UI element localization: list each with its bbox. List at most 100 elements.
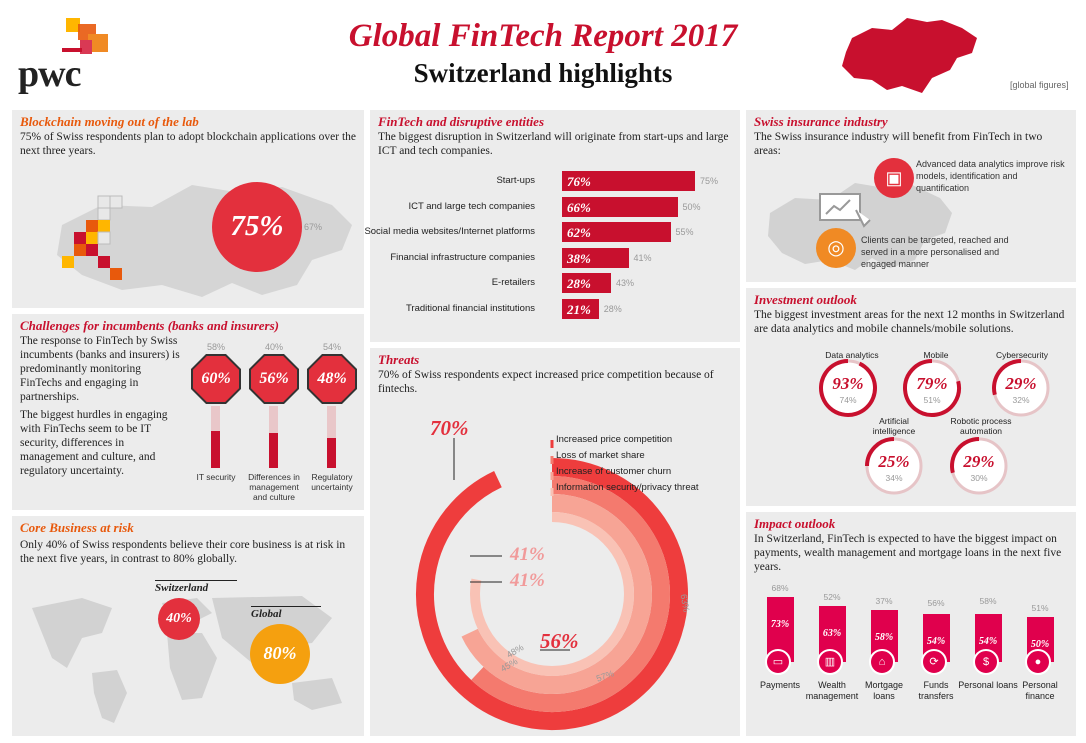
bar-value: 28% [567,276,591,291]
bar-row: Social media websites/Internet platforms… [364,222,730,242]
threats-value-1: 70% [430,416,469,440]
impact-text: In Switzerland, FinTech is expected to h… [754,533,1062,573]
impact-label: Payments [759,680,801,690]
impact-title: Impact outlook [754,516,836,531]
global-figures-note: [global figures] [1010,80,1069,90]
blockchain-global-value: 67% [304,222,323,232]
investment-title: Investment outlook [754,292,857,307]
threat-ring [461,494,652,694]
impact-global: 52% [823,591,841,602]
challenge-post-fill [211,430,220,468]
threat-ring [471,476,670,712]
stop-sign-icon: 60% [191,354,241,404]
bar-label: Financial infrastructure companies [390,251,535,263]
impact-value: 73% [770,619,790,630]
bar-global: 28% [603,303,622,314]
threats-legend-4: Information security/privacy threat [556,482,699,493]
insurance-point-2: Clients can be targeted, reached and ser… [861,235,1009,269]
investment-value: 79% [916,374,948,393]
disruptive-panel: FinTech and disruptive entities The bigg… [364,110,740,342]
challenge-value: 60% [193,356,239,402]
threats-legend-2: Loss of market share [556,450,645,461]
investment-global: 30% [970,473,988,483]
blockchain-panel: Blockchain moving out of the lab 75% of … [12,110,364,308]
core-swiss-value: 40% [166,611,192,626]
bar-global: 75% [700,176,719,186]
bar-fill [562,222,671,242]
bar-label: E-retailers [491,277,535,288]
disruptive-title: FinTech and disruptive entities [378,114,545,129]
blockchain-title: Blockchain moving out of the lab [20,114,199,129]
challenges-title: Challenges for incumbents (banks and ins… [20,318,279,333]
insurance-title: Swiss insurance industry [754,114,888,129]
threats-ring-chart [416,438,688,730]
impact-label: Personal loans [958,680,1018,690]
impact-value: 54% [978,635,998,647]
investment-panel: Investment outlook The biggest investmen… [746,288,1076,506]
core-panel: Core Business at risk Only 40% of Swiss … [12,516,364,736]
investment-label: Data analytics [825,350,879,360]
core-swiss-label: Switzerland [155,582,209,594]
investment-value: 29% [963,452,995,471]
bar-label: ICT and large tech companies [408,200,535,212]
logo-text: pwc [18,53,81,95]
threat-ring [470,512,634,676]
investment-label: Artificial intelligence [872,416,916,436]
stop-sign-icon: 48% [307,354,357,404]
challenge-post-fill [269,433,278,468]
impact-value: 63% [822,627,842,639]
bar-label: Traditional financial institutions [405,302,535,314]
impact-label: Personal finance [1022,680,1058,701]
investment-ring-arc [992,359,1022,396]
insurance-text: The Swiss insurance industry will benefi… [754,131,1043,157]
bar-value: 38% [567,250,591,266]
target-icon: ◎ [816,228,856,268]
bar-label: Start-ups [496,175,535,186]
payment-icon: ▭ [765,649,791,675]
investment-text: The biggest investment areas for the nex… [754,309,1065,335]
impact-panel: Impact outlook In Switzerland, FinTech i… [746,512,1076,736]
bar-fill [562,196,678,217]
impact-value: 50% [1030,639,1050,651]
impact-global: 68% [771,583,789,593]
challenges-text-1: The response to FinTech by Swiss incumbe… [20,335,180,403]
money-icon: $ [973,649,999,675]
bar-global: 55% [675,227,694,237]
stop-sign-icon: 56% [249,354,299,404]
challenge-value: 56% [251,356,297,402]
core-text: Only 40% of Swiss respondents believe th… [20,539,346,565]
threats-legend-3: Increase of customer churn [556,466,672,477]
investment-global: 32% [1012,395,1030,405]
insurance-panel: Swiss insurance industry The Swiss insur… [746,110,1076,282]
insurance-point-1: Advanced data analytics improve risk mod… [916,159,1065,193]
investment-global: 51% [923,395,941,405]
investment-global: 74% [839,395,857,405]
core-global-circle [250,624,310,684]
challenge-post [327,406,336,468]
challenge-label: Differences in management and culture [248,472,300,502]
investment-label: Robotic process automation [950,416,1012,436]
investment-ring-arc [865,437,895,467]
analytics-icon: ▣ [874,158,914,198]
threats-text: 70% of Swiss respondents expect increase… [378,369,714,395]
investment-rings [819,359,1050,495]
blockchain-cubes-icon [62,195,123,280]
blockchain-swiss-value: 75% [230,210,284,242]
challenges-text-2: The biggest hurdles in engaging with Fin… [20,409,168,477]
core-swiss-line [155,580,237,581]
core-title: Core Business at risk [20,520,134,535]
page-subtitle: Switzerland highlights [413,58,673,88]
impact-value: 54% [926,635,946,647]
threats-title: Threats [378,352,420,367]
bar-label: Social media websites/Internet platforms [364,226,535,237]
challenge-global: 54% [322,342,341,352]
impact-global: 56% [927,598,945,609]
switzerland-map-icon [842,18,977,93]
piggy-bank-icon: ● [1025,649,1051,675]
bar-row: Start-ups 76% 75% [370,171,730,191]
blockchain-text: 75% of Swiss respondents plan to adopt b… [20,131,356,157]
challenge-global: 58% [206,342,225,352]
investment-ring-arc [903,359,961,417]
threats-value-3: 41% [510,570,545,591]
impact-label: Funds transfers [918,680,954,701]
